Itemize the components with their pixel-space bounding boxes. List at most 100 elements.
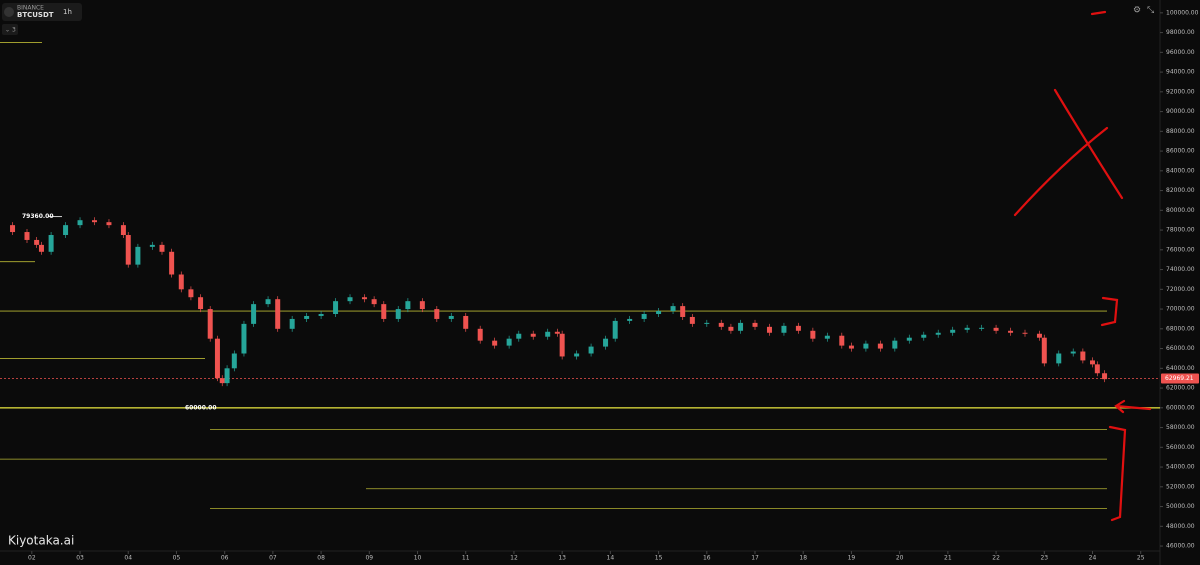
candle <box>863 343 869 349</box>
y-tick-label: 60000.00 <box>1166 404 1195 411</box>
indicator-arrow: ⌄ <box>5 27 10 34</box>
collapse-icon[interactable]: ⤡ <box>1147 6 1154 16</box>
candle <box>63 225 69 236</box>
interval[interactable]: 1h <box>63 8 72 16</box>
x-tick-label: 19 <box>848 555 856 562</box>
candle <box>906 337 912 341</box>
candle <box>950 329 956 333</box>
candle <box>289 318 295 329</box>
candle <box>219 378 225 384</box>
candle <box>381 304 387 319</box>
exchange-icon <box>4 7 14 17</box>
candle <box>766 326 772 333</box>
candle <box>718 322 724 327</box>
candle <box>839 335 845 346</box>
x-tick-label: 14 <box>607 555 615 562</box>
candle <box>892 340 898 349</box>
y-tick-label: 84000.00 <box>1166 167 1195 174</box>
x-tick-label: 04 <box>124 555 132 562</box>
y-tick-label: 90000.00 <box>1166 108 1195 115</box>
hand-cross <box>1053 88 1124 200</box>
candle <box>241 323 247 354</box>
annotation: 60000.00 <box>185 404 217 411</box>
candle <box>935 332 941 335</box>
x-tick-label: 20 <box>896 555 904 562</box>
candle <box>214 338 220 379</box>
hand-bracket <box>1108 425 1127 522</box>
indicator-count: 3 <box>12 27 16 34</box>
candle <box>207 309 213 339</box>
x-tick-label: 02 <box>28 555 36 562</box>
candle <box>419 301 425 310</box>
candle <box>48 235 54 252</box>
x-tick-label: 10 <box>414 555 422 562</box>
settings-icon[interactable]: ⚙ <box>1133 6 1141 16</box>
current-price-box <box>1161 373 1199 384</box>
candle <box>169 251 175 275</box>
indicator-toggle[interactable] <box>2 24 18 35</box>
candle <box>641 314 647 319</box>
y-tick-label: 56000.00 <box>1166 444 1195 451</box>
x-tick-label: 18 <box>799 555 807 562</box>
candle <box>728 326 734 331</box>
candle <box>656 311 662 315</box>
candle <box>347 297 353 302</box>
candle <box>848 345 854 349</box>
candle <box>333 301 339 315</box>
x-tick-label: 06 <box>221 555 229 562</box>
y-tick-label: 62000.00 <box>1166 385 1195 392</box>
candle <box>506 338 512 346</box>
candle <box>752 322 758 327</box>
candle <box>993 327 999 331</box>
x-tick-label: 03 <box>76 555 84 562</box>
y-tick-label: 78000.00 <box>1166 227 1195 234</box>
candle <box>603 338 609 347</box>
y-tick-label: 68000.00 <box>1166 325 1195 332</box>
x-tick-label: 24 <box>1089 555 1097 562</box>
y-tick-label: 88000.00 <box>1166 128 1195 135</box>
candle <box>588 346 594 354</box>
candle <box>405 301 411 310</box>
candle <box>1102 373 1108 380</box>
symbol: BTCUSDT <box>17 11 54 19</box>
candle <box>395 309 401 319</box>
x-tick-label: 08 <box>317 555 325 562</box>
candle <box>1090 360 1096 365</box>
candle <box>477 328 483 341</box>
candle <box>689 316 695 324</box>
y-tick-label: 52000.00 <box>1166 483 1195 490</box>
plot: 46000.00 48000.00 50000.00 52000.00 54000.00… <box>0 9 1199 562</box>
symbol-box[interactable] <box>2 3 82 21</box>
candle <box>149 244 155 247</box>
candle <box>463 315 469 329</box>
candle <box>1070 351 1076 354</box>
x-tick-label: 25 <box>1137 555 1145 562</box>
x-tick-label: 05 <box>173 555 181 562</box>
y-tick-label: 46000.00 <box>1166 543 1195 550</box>
candle <box>627 318 633 321</box>
candle <box>979 327 985 329</box>
y-tick-label: 58000.00 <box>1166 424 1195 431</box>
candle <box>159 244 165 252</box>
candle <box>251 304 257 324</box>
candle <box>106 222 112 226</box>
x-tick-label: 17 <box>751 555 759 562</box>
candle <box>574 353 580 357</box>
y-tick-label: 80000.00 <box>1166 207 1195 214</box>
candle <box>304 315 310 319</box>
candle <box>120 225 126 236</box>
candle <box>1094 364 1100 374</box>
candle <box>34 239 40 245</box>
candle <box>1022 332 1028 334</box>
candle <box>545 331 551 337</box>
y-tick-label: 92000.00 <box>1166 88 1195 95</box>
y-tick-label: 82000.00 <box>1166 187 1195 194</box>
candle <box>10 225 16 233</box>
candle <box>38 244 44 252</box>
hand-bracket <box>1100 296 1119 327</box>
y-tick-label: 96000.00 <box>1166 49 1195 56</box>
y-tick-label: 86000.00 <box>1166 148 1195 155</box>
y-tick-label: 94000.00 <box>1166 69 1195 76</box>
y-tick-label: 66000.00 <box>1166 345 1195 352</box>
candle <box>516 333 522 339</box>
